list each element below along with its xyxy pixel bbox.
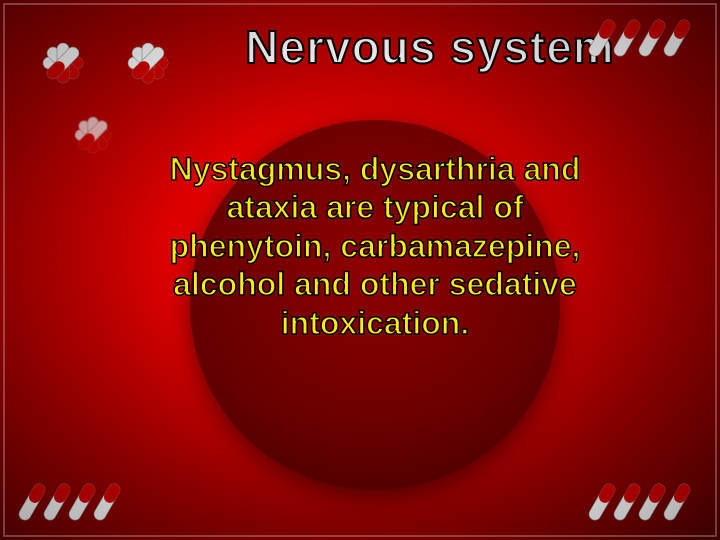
pill-row-icon	[580, 472, 710, 532]
slide-body-text: Nystagmus, dysarthria and ataxia are typ…	[165, 150, 585, 342]
pill-row-icon	[580, 8, 710, 68]
pill-row-icon	[10, 472, 140, 532]
pill-star-shadow-icon	[48, 90, 138, 180]
